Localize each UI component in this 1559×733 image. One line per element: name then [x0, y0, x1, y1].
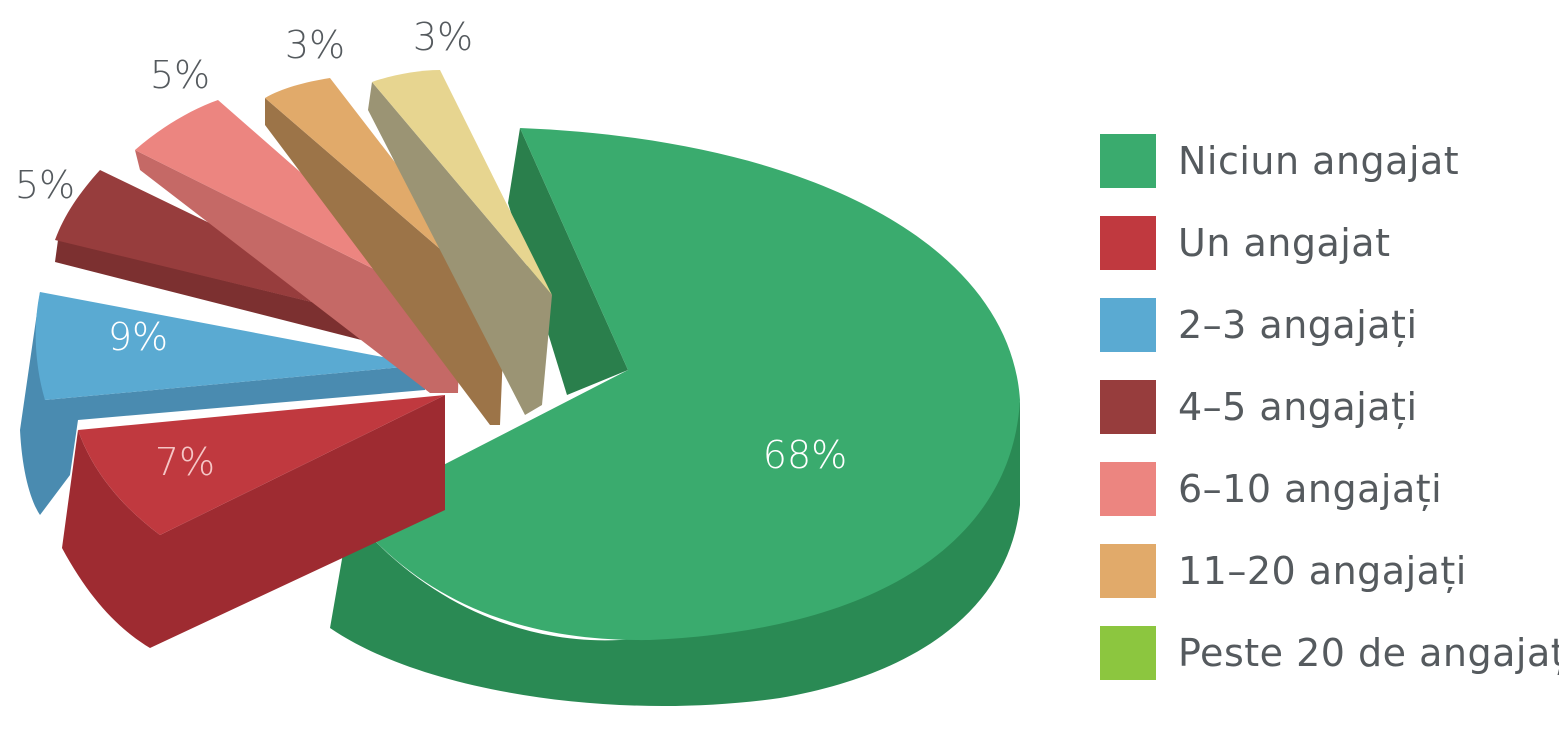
value-label-4-5-angajati: 5% [15, 163, 75, 207]
slice-niciun-angajat [330, 128, 1020, 706]
legend-item-peste-20-angajati: Peste 20 de angajați [1100, 626, 1559, 680]
slice-niciun-angajat-top [350, 128, 1020, 641]
legend-item-un-angajat: Un angajat [1100, 216, 1555, 270]
slice-2-3-angajati-top [35, 292, 426, 400]
value-label-2-3-angajati: 9% [108, 315, 168, 359]
value-label-11-20-angajati: 3% [285, 23, 345, 67]
legend-label-6-10-angajati: 6–10 angajați [1178, 467, 1443, 511]
slice-niciun-angajat-side [330, 400, 1020, 706]
legend-item-11-20-angajati: 11–20 angajați [1100, 544, 1555, 598]
slice-un-angajat [62, 395, 445, 648]
legend-swatch-un-angajat [1100, 216, 1156, 270]
value-label-un-angajat: 7% [155, 440, 215, 484]
slice-peste-20-angajati-top [372, 70, 552, 295]
pie-chart: 68% 7% 9% 5% 5% 3% 3% [15, 15, 1020, 706]
legend-item-niciun-angajat: Niciun angajat [1100, 134, 1555, 188]
slice-peste-20-angajati-side [368, 82, 552, 415]
legend-label-11-20-angajati: 11–20 angajați [1178, 549, 1467, 593]
legend: Niciun angajat Un angajat 2–3 angajați 4… [1100, 134, 1559, 708]
legend-swatch-4-5-angajati [1100, 380, 1156, 434]
legend-label-un-angajat: Un angajat [1178, 221, 1391, 265]
slice-niciun-angajat-inner-wall [508, 128, 628, 395]
legend-swatch-niciun-angajat [1100, 134, 1156, 188]
slice-peste-20-angajati [368, 70, 552, 415]
legend-label-peste-20-angajati: Peste 20 de angajați [1178, 631, 1559, 675]
legend-label-2-3-angajati: 2–3 angajați [1178, 303, 1418, 347]
legend-label-4-5-angajati: 4–5 angajați [1178, 385, 1418, 429]
legend-label-niciun-angajat: Niciun angajat [1178, 139, 1460, 183]
slice-2-3-angajati-side [20, 292, 425, 515]
legend-item-4-5-angajati: 4–5 angajați [1100, 380, 1555, 434]
slice-6-10-angajati-side [135, 150, 460, 393]
slice-un-angajat-top [78, 395, 445, 535]
slice-11-20-angajati-side [265, 98, 505, 425]
slice-4-5-angajati-side [55, 240, 435, 358]
value-label-niciun-angajat: 68% [763, 433, 847, 477]
legend-item-6-10-angajati: 6–10 angajați [1100, 462, 1555, 516]
value-label-peste-20-angajati: 3% [413, 15, 473, 59]
value-label-6-10-angajati: 5% [150, 53, 210, 97]
legend-swatch-peste-20-angajati [1100, 626, 1156, 680]
legend-swatch-2-3-angajati [1100, 298, 1156, 352]
legend-swatch-11-20-angajati [1100, 544, 1156, 598]
legend-item-2-3-angajati: 2–3 angajați [1100, 298, 1555, 352]
slice-un-angajat-side [62, 395, 445, 648]
legend-swatch-6-10-angajati [1100, 462, 1156, 516]
slice-2-3-angajati [20, 292, 426, 515]
